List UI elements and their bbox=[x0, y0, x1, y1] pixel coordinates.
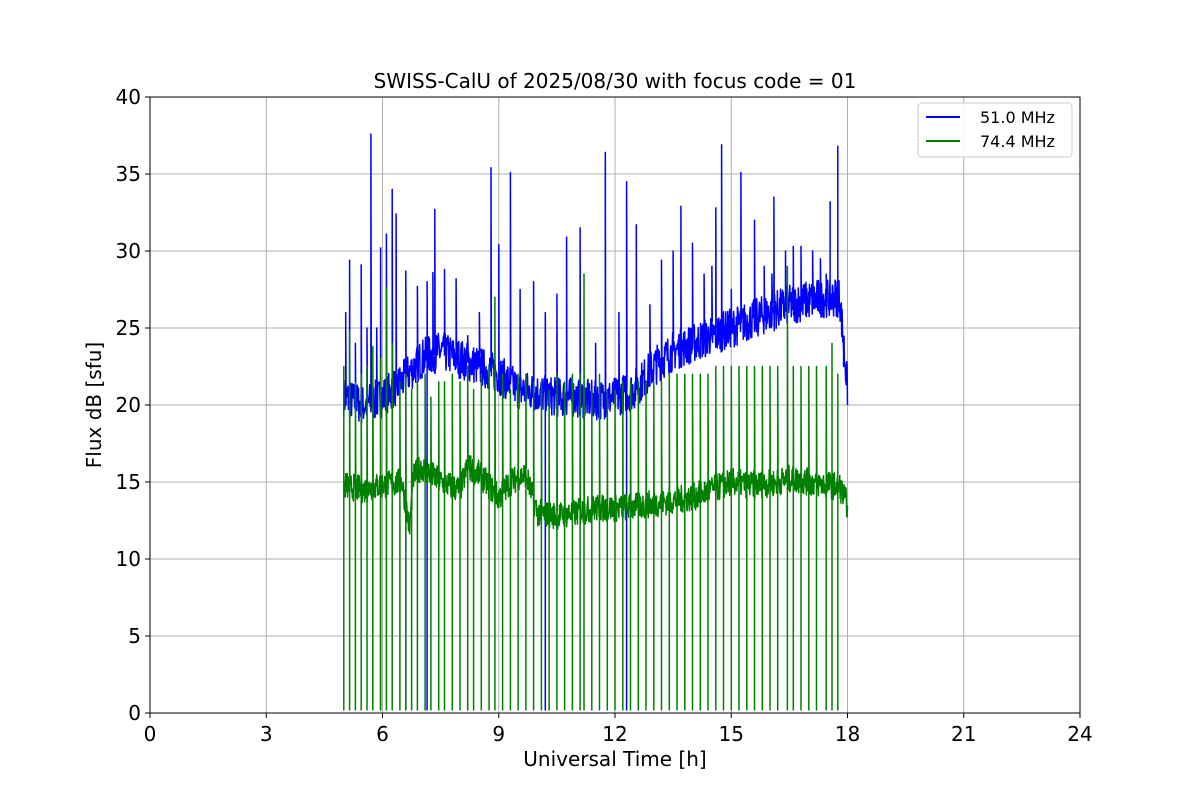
y-tick-label: 5 bbox=[128, 624, 141, 648]
x-tick-label: 3 bbox=[260, 722, 273, 746]
y-tick-label: 10 bbox=[116, 547, 141, 571]
legend-label-744: 74.4 MHz bbox=[980, 132, 1055, 151]
y-tick-label: 30 bbox=[116, 239, 141, 263]
x-tick-label: 24 bbox=[1067, 722, 1092, 746]
x-tick-label: 12 bbox=[602, 722, 627, 746]
y-tick-label: 0 bbox=[128, 701, 141, 725]
x-tick-label: 18 bbox=[835, 722, 860, 746]
ticks: 0 3 6 9 12 15 18 21 24 0 5 10 15 20 25 30 35 40 bbox=[116, 85, 1093, 746]
y-tick-label: 40 bbox=[116, 85, 141, 109]
x-tick-label: 0 bbox=[144, 722, 157, 746]
y-tick-label: 20 bbox=[116, 393, 141, 417]
x-tick-label: 15 bbox=[719, 722, 744, 746]
series-line-0 bbox=[343, 133, 849, 711]
x-tick-label: 6 bbox=[376, 722, 389, 746]
legend: 51.0 MHz 74.4 MHz bbox=[917, 102, 1073, 158]
y-tick-label: 25 bbox=[116, 316, 141, 340]
y-axis-label: Flux dB [sfu] bbox=[82, 342, 106, 468]
series-line-1 bbox=[343, 265, 849, 711]
legend-label-51: 51.0 MHz bbox=[980, 108, 1055, 127]
y-tick-label: 15 bbox=[116, 470, 141, 494]
x-axis-label: Universal Time [h] bbox=[523, 747, 706, 771]
series-layer bbox=[343, 133, 849, 711]
chart-title: SWISS-CalU of 2025/08/30 with focus code… bbox=[374, 69, 857, 93]
x-tick-label: 21 bbox=[951, 722, 976, 746]
x-tick-label: 9 bbox=[492, 722, 505, 746]
y-tick-label: 35 bbox=[116, 162, 141, 186]
